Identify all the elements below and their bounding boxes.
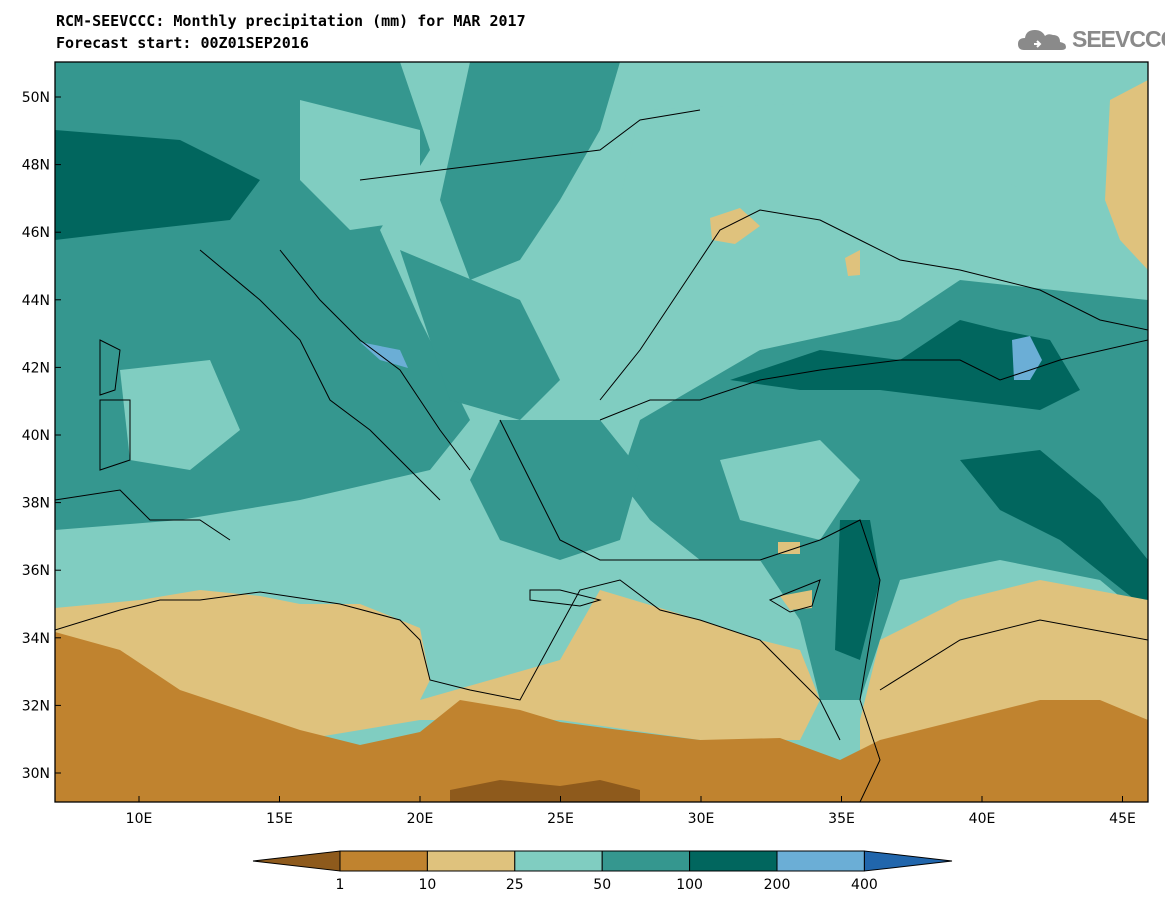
- legend-swatch: [339, 850, 428, 872]
- precipitation-field: [55, 62, 1148, 802]
- lat-axis: 50N 48N 46N 44N 42N 40N 38N 36N 34N 32N 30N: [22, 90, 61, 782]
- cloud-icon: [1018, 30, 1066, 50]
- legend-swatch-upper: [863, 850, 953, 872]
- legend-tick-label: 200: [764, 877, 791, 893]
- lat-label: 34N: [22, 631, 50, 647]
- colorbar-legend: 1 10 25 50 100 200 400: [252, 850, 953, 893]
- legend-tick-label: 10: [418, 877, 436, 893]
- legend-swatch: [601, 850, 691, 872]
- lon-label: 40E: [969, 811, 996, 827]
- lat-label: 50N: [22, 90, 50, 106]
- lon-label: 30E: [688, 811, 715, 827]
- legend-swatch: [776, 850, 865, 872]
- lat-label: 42N: [22, 360, 50, 376]
- lon-axis: 10E 15E 20E 25E 30E 35E 40E 45E: [126, 796, 1136, 827]
- lon-label: 15E: [266, 811, 293, 827]
- lon-label: 20E: [407, 811, 434, 827]
- seevccc-logo: SEEVCCC: [1016, 24, 1165, 56]
- legend-tick-label: 50: [593, 877, 611, 893]
- legend-swatch: [514, 850, 603, 872]
- lat-label: 46N: [22, 225, 50, 241]
- lat-label: 32N: [22, 698, 50, 714]
- map-title: RCM-SEEVCCC: Monthly precipitation (mm) …: [56, 12, 526, 30]
- map-frame: [54, 61, 1149, 803]
- lat-label: 38N: [22, 496, 50, 512]
- lon-label: 10E: [126, 811, 153, 827]
- lat-label: 30N: [22, 766, 50, 782]
- coastlines: [55, 109, 1148, 802]
- lon-label: 45E: [1109, 811, 1136, 827]
- lat-label: 40N: [22, 428, 50, 444]
- legend-swatch: [689, 850, 778, 872]
- legend-swatch: [426, 850, 516, 872]
- lat-label: 36N: [22, 563, 50, 579]
- legend-tick-label: 100: [676, 877, 703, 893]
- lon-label: 25E: [547, 811, 574, 827]
- lon-label: 35E: [828, 811, 855, 827]
- legend-tick-label: 1: [336, 877, 345, 893]
- lat-label: 44N: [22, 293, 50, 309]
- logo-text: SEEVCCC: [1072, 26, 1165, 52]
- forecast-start-label: Forecast start: 00Z01SEP2016: [56, 34, 309, 52]
- legend-tick-label: 25: [506, 877, 524, 893]
- legend-swatch-lower: [252, 850, 341, 872]
- legend-tick-label: 400: [851, 877, 878, 893]
- lat-label: 48N: [22, 158, 50, 174]
